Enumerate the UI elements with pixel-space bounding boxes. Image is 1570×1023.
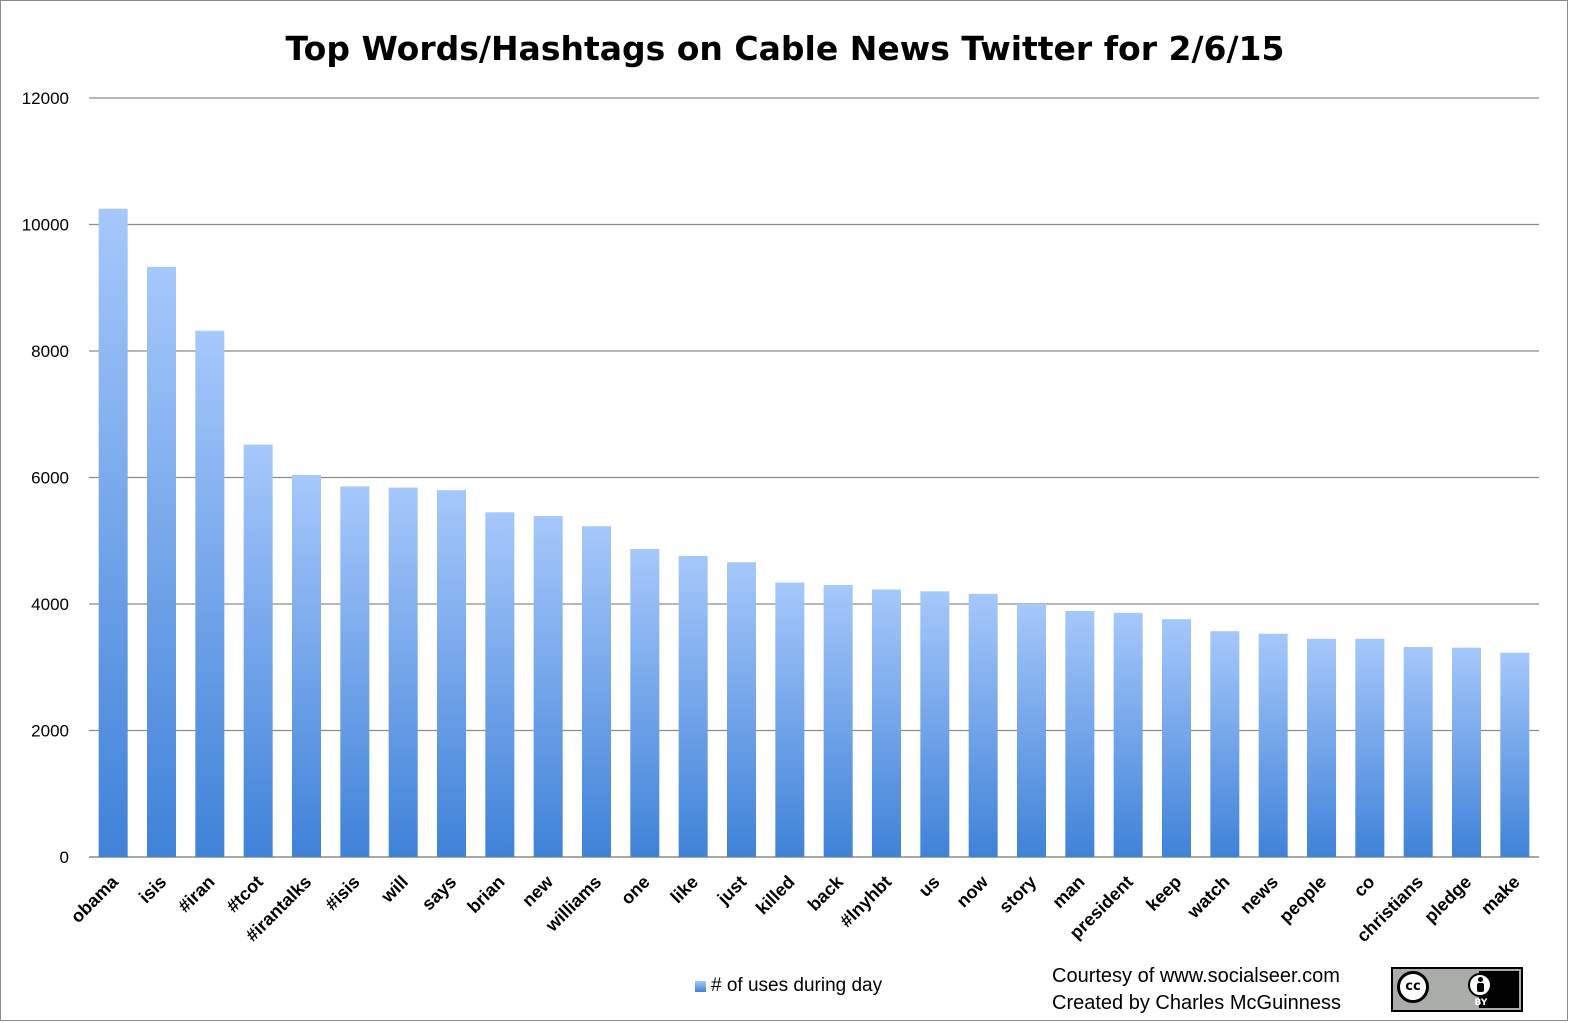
x-tick-label: one bbox=[617, 872, 654, 909]
legend-swatch bbox=[695, 980, 706, 992]
legend-label: # of uses during day bbox=[711, 975, 883, 996]
bar-killed bbox=[775, 582, 805, 857]
x-tick-label: now bbox=[952, 871, 992, 911]
bar-williams bbox=[582, 526, 611, 857]
cc-logo-icon: cc bbox=[1397, 971, 1429, 1003]
attribution-person-icon bbox=[1468, 973, 1492, 997]
bar-isis bbox=[147, 266, 176, 857]
x-tick-label: will bbox=[377, 872, 412, 907]
bars bbox=[98, 208, 1530, 857]
legend: # of uses during day bbox=[695, 975, 882, 997]
bar-president bbox=[1113, 612, 1143, 857]
gridlines bbox=[89, 97, 1539, 858]
x-tick-label: new bbox=[518, 871, 558, 911]
bar-#iran bbox=[195, 330, 225, 857]
by-label: BY bbox=[1474, 998, 1488, 1008]
x-tick-label: like bbox=[667, 872, 702, 907]
bar-us bbox=[920, 591, 950, 857]
x-tick-label: story bbox=[995, 872, 1040, 917]
bar-says bbox=[437, 490, 466, 857]
x-tick-label: #iran bbox=[174, 872, 219, 917]
bar-obama bbox=[98, 208, 128, 857]
bar-#tcot bbox=[243, 444, 273, 857]
x-tick-label: keep bbox=[1142, 872, 1185, 915]
y-tick-label: 10000 bbox=[22, 216, 69, 235]
bar-new bbox=[533, 516, 563, 857]
x-tick-label: make bbox=[1477, 872, 1524, 919]
y-tick-label: 4000 bbox=[31, 595, 69, 614]
bar-brian bbox=[485, 512, 515, 857]
bar-#isis bbox=[340, 486, 370, 857]
x-tick-label: just bbox=[713, 872, 750, 909]
x-tick-label: man bbox=[1048, 872, 1088, 912]
bar-man bbox=[1065, 610, 1095, 857]
y-tick-label: 2000 bbox=[31, 722, 69, 741]
y-axis-ticks: 0 2000 4000 6000 8000 10000 12000 bbox=[22, 89, 69, 867]
bar-story bbox=[1017, 604, 1046, 857]
creative-commons-by-icon: cc BY bbox=[1391, 967, 1523, 1012]
bar-pledge bbox=[1452, 647, 1481, 857]
x-tick-label: brian bbox=[463, 872, 508, 917]
bar-#irantalks bbox=[292, 474, 321, 857]
x-tick-label: isis bbox=[135, 872, 170, 907]
bar-now bbox=[968, 593, 998, 857]
x-tick-label: #isis bbox=[321, 872, 363, 914]
bar-one bbox=[630, 548, 660, 857]
y-tick-label: 6000 bbox=[31, 469, 69, 488]
chart-title: Top Words/Hashtags on Cable News Twitter… bbox=[285, 29, 1285, 68]
x-tick-label: co bbox=[1350, 872, 1379, 901]
bar-like bbox=[678, 555, 708, 857]
y-tick-label: 12000 bbox=[22, 89, 69, 108]
credits-courtesy: Courtesy of www.socialseer.com bbox=[1052, 965, 1340, 987]
bar-will bbox=[388, 487, 418, 857]
x-tick-label: obama bbox=[67, 871, 123, 927]
bar-co bbox=[1355, 638, 1385, 857]
y-tick-label: 8000 bbox=[31, 342, 69, 361]
x-tick-label: #lnyhbt bbox=[836, 872, 895, 931]
x-tick-label: people bbox=[1275, 872, 1330, 927]
bar-people bbox=[1307, 638, 1336, 857]
bar-keep bbox=[1162, 619, 1191, 857]
x-tick-label: pledge bbox=[1420, 872, 1475, 927]
bar-just bbox=[727, 562, 756, 857]
y-tick-label: 0 bbox=[60, 848, 69, 867]
x-tick-label: back bbox=[804, 871, 848, 915]
bar-#lnyhbt bbox=[872, 589, 901, 857]
bar-watch bbox=[1210, 631, 1240, 857]
credits: Courtesy of www.socialseer.com Created b… bbox=[1052, 963, 1341, 1017]
x-tick-label: killed bbox=[752, 872, 799, 919]
bar-make bbox=[1500, 652, 1530, 857]
bar-christians bbox=[1403, 647, 1433, 857]
x-tick-label: watch bbox=[1183, 872, 1234, 923]
x-axis-ticks: obama isis #iran #tcot#irantalks #isis will sa… bbox=[67, 871, 1524, 946]
x-tick-label: news bbox=[1236, 872, 1282, 918]
bar-news bbox=[1258, 633, 1288, 857]
x-tick-label: us bbox=[915, 872, 944, 901]
credits-created-by: Created by Charles McGuinness bbox=[1052, 992, 1342, 1014]
bar-back bbox=[823, 585, 853, 857]
x-tick-label: says bbox=[418, 872, 460, 914]
x-tick-label: #tcot bbox=[222, 872, 267, 917]
